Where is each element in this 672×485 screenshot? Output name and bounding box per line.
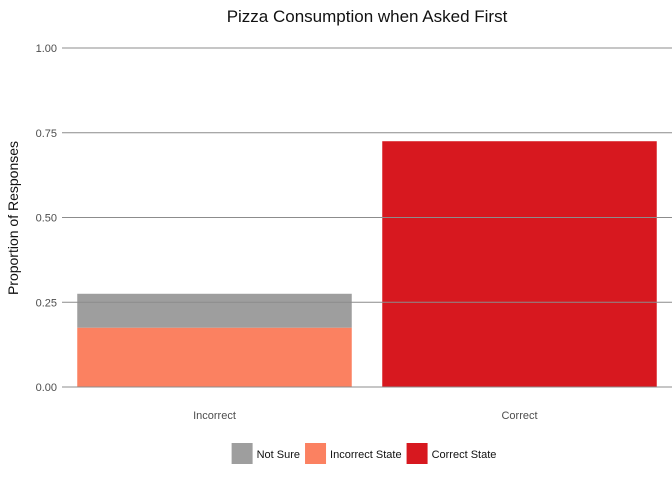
legend-swatch-incorrect-state — [305, 443, 327, 464]
bar-correct-correct-state — [382, 141, 657, 387]
gridlines — [62, 47, 672, 388]
y-axis-ticks: 0.00 0.25 0.50 0.75 1.00 — [36, 43, 57, 394]
x-tick-label: Incorrect — [193, 410, 236, 422]
legend-label-not-sure: Not Sure — [257, 449, 300, 461]
x-axis-ticks: Incorrect Correct — [193, 410, 537, 422]
bars — [77, 141, 657, 387]
x-tick-label: Correct — [501, 410, 537, 422]
legend-item-incorrect-state: Incorrect State — [305, 443, 402, 464]
legend: Not Sure Incorrect State Correct State — [231, 443, 497, 464]
legend-item-correct-state: Correct State — [406, 443, 497, 464]
legend-swatch-correct-state — [406, 443, 428, 464]
y-tick-label: 0.75 — [36, 128, 57, 140]
chart-title: Pizza Consumption when Asked First — [227, 7, 508, 26]
bar-incorrect-incorrect-state — [77, 327, 352, 387]
y-axis-title: Proportion of Responses — [5, 141, 21, 295]
legend-item-not-sure: Not Sure — [231, 443, 300, 464]
bar-incorrect-not-sure — [77, 293, 352, 328]
legend-label-correct-state: Correct State — [432, 449, 497, 461]
y-tick-label: 0.25 — [36, 297, 57, 309]
legend-label-incorrect-state: Incorrect State — [330, 449, 402, 461]
y-tick-label: 0.50 — [36, 213, 57, 225]
y-tick-label: 0.00 — [36, 382, 57, 394]
y-tick-label: 1.00 — [36, 43, 57, 55]
legend-swatch-not-sure — [231, 443, 253, 464]
